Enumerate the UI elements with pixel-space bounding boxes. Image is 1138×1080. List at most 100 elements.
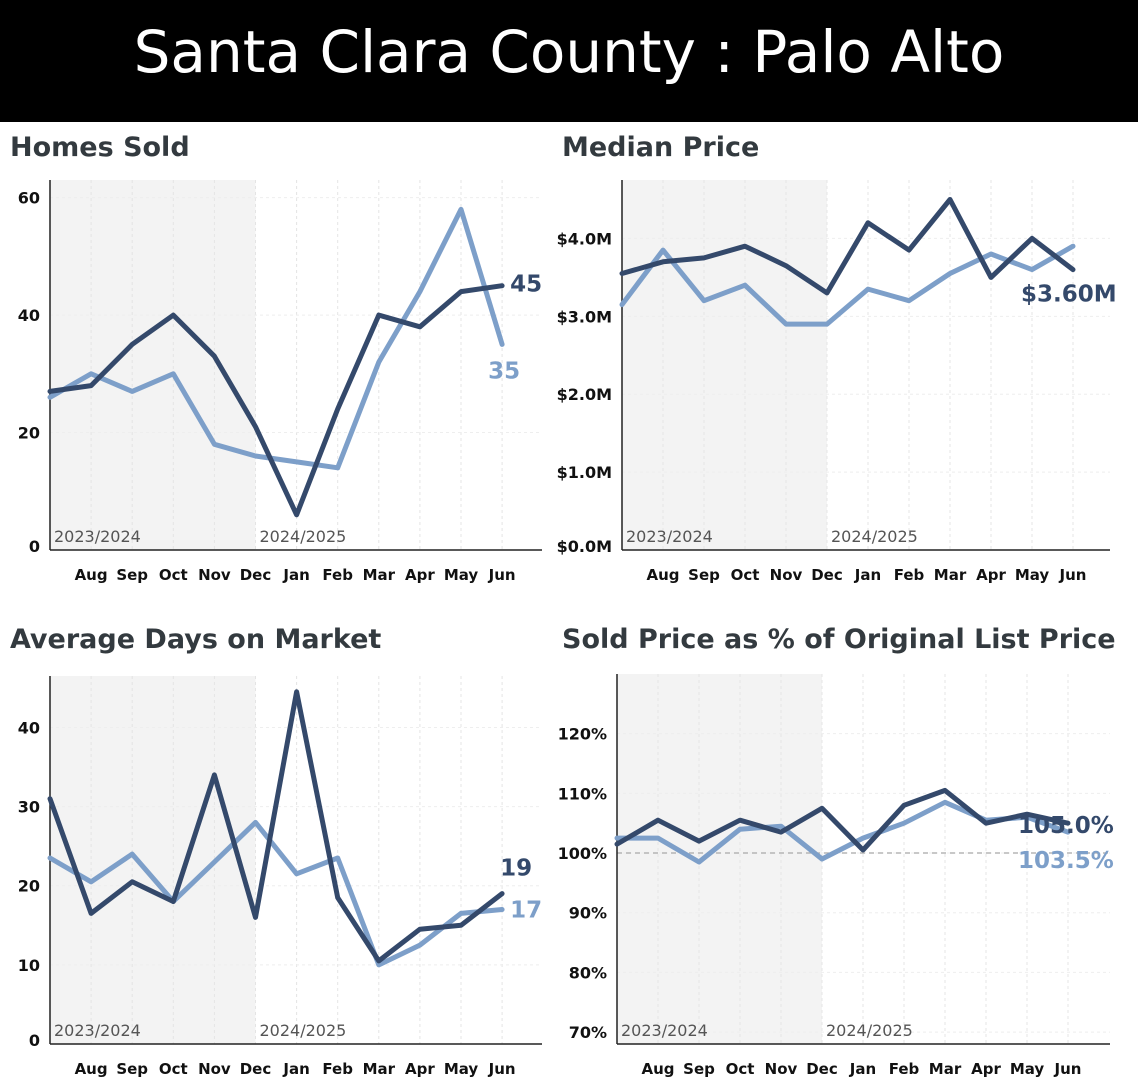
x-tick-label: Nov	[765, 1060, 798, 1078]
end-label-current: 19	[500, 856, 532, 882]
sold-vs-list-panel: Sold Price as % of Original List Price 7…	[558, 616, 1138, 1080]
x-tick-label: Aug	[646, 566, 679, 584]
shaded-region	[50, 180, 256, 550]
end-label-current: 105.0%	[1018, 813, 1114, 839]
y-tick-label: $0.0M	[557, 537, 612, 556]
era-label-previous: 2023/2024	[54, 1021, 141, 1040]
x-tick-label: Feb	[322, 1060, 353, 1078]
y-tick-label: $1.0M	[557, 463, 612, 482]
x-tick-label: Apr	[405, 566, 435, 584]
x-tick-label: Aug	[641, 1060, 674, 1078]
x-tick-label: Dec	[240, 1060, 272, 1078]
x-tick-label: May	[1015, 566, 1050, 584]
series-line-current	[619, 197, 1076, 296]
y-tick-label: 70%	[569, 1023, 607, 1042]
x-tick-label: Dec	[811, 566, 843, 584]
x-tick-label: Apr	[971, 1060, 1001, 1078]
chart-title-days-on-market: Average Days on Market	[10, 624, 382, 655]
y-tick-label: 90%	[569, 904, 607, 923]
y-tick-label: $3.0M	[557, 307, 612, 326]
era-label-current: 2024/2025	[831, 527, 918, 546]
end-label-previous: 103.5%	[1018, 848, 1114, 874]
homes-sold-panel: Homes Sold 0 20 40 60 2023/2024 2024/2025 Aug S…	[0, 122, 560, 592]
era-label-current: 2024/2025	[260, 527, 347, 546]
x-tick-label: Mar	[929, 1060, 962, 1078]
y-tick-label: 80%	[569, 963, 607, 982]
x-tick-label: May	[444, 1060, 479, 1078]
series-line-previous	[47, 206, 505, 471]
shaded-region	[50, 676, 256, 1044]
y-tick-label: $4.0M	[557, 229, 612, 248]
series-line-current	[614, 787, 1071, 853]
x-tick-label: Nov	[198, 566, 231, 584]
end-label-previous: 17	[510, 897, 542, 923]
median-price-panel: Median Price $0.0M $1.0M $2.0M $3.0M $4.0M 20…	[557, 122, 1138, 592]
y-tick-label: $2.0M	[557, 385, 612, 404]
x-tick-label: Jan	[282, 1060, 309, 1078]
x-tick-label: Aug	[75, 566, 108, 584]
sold-vs-list-chart: 70% 80% 90% 100% 110% 120% 2023/2024 2024/2025 A…	[558, 674, 1114, 1078]
chart-title-homes-sold: Homes Sold	[10, 132, 190, 163]
x-tick-label: Dec	[240, 566, 272, 584]
x-tick-label: Jun	[488, 566, 516, 584]
x-tick-label: Jan	[849, 1060, 876, 1078]
days-on-market-chart: 0 10 20 30 40 2023/2024 2024/2025 Aug Sep Oct Nov D…	[18, 676, 542, 1078]
x-tick-label: Dec	[806, 1060, 838, 1078]
x-tick-label: Aug	[75, 1060, 108, 1078]
series-line-current	[47, 283, 505, 518]
era-label-previous: 2023/2024	[621, 1021, 708, 1040]
x-tick-label: Nov	[770, 566, 803, 584]
chart-title-sold-vs-list: Sold Price as % of Original List Price	[562, 624, 1116, 655]
page-title: Santa Clara County : Palo Alto	[133, 18, 1005, 86]
x-tick-label: Oct	[159, 566, 188, 584]
y-tick-label: 40	[18, 718, 40, 737]
series-line-current	[47, 689, 505, 964]
x-tick-label: May	[444, 566, 479, 584]
x-tick-label: Feb	[889, 1060, 920, 1078]
x-tick-label: Jun	[1054, 1060, 1082, 1078]
x-tick-label: Jan	[282, 566, 309, 584]
median-price-chart: $0.0M $1.0M $2.0M $3.0M $4.0M 2023/2024 2024/2…	[557, 180, 1117, 584]
series-line-previous	[619, 243, 1076, 327]
y-tick-label: 40	[18, 306, 40, 325]
y-tick-label: 10	[18, 956, 40, 975]
homes-sold-chart: 0 20 40 60 2023/2024 2024/2025 Aug Sep Oct Nov Dec…	[18, 180, 542, 584]
days-on-market-panel: Average Days on Market 0 10 20 30 40 2023/202…	[0, 616, 560, 1080]
x-tick-label: Mar	[363, 566, 396, 584]
era-label-previous: 2023/2024	[626, 527, 713, 546]
title-bar: Santa Clara County : Palo Alto	[0, 0, 1138, 122]
x-tick-label: Mar	[934, 566, 967, 584]
x-tick-label: Apr	[405, 1060, 435, 1078]
era-label-current: 2024/2025	[826, 1021, 913, 1040]
era-label-previous: 2023/2024	[54, 527, 141, 546]
y-tick-label: 100%	[558, 844, 607, 863]
x-tick-label: Sep	[116, 1060, 148, 1078]
x-tick-label: Feb	[894, 566, 925, 584]
x-tick-label: Jun	[488, 1060, 516, 1078]
y-tick-label: 0	[29, 537, 40, 556]
y-tick-label: 120%	[558, 725, 607, 744]
y-tick-label: 0	[29, 1031, 40, 1050]
x-tick-label: May	[1010, 1060, 1045, 1078]
x-tick-label: Jan	[854, 566, 881, 584]
x-tick-label: Sep	[688, 566, 720, 584]
x-tick-label: Oct	[731, 566, 760, 584]
x-tick-label: Jun	[1059, 566, 1087, 584]
x-tick-label: Oct	[159, 1060, 188, 1078]
y-tick-label: 30	[18, 798, 40, 817]
series-line-previous	[47, 819, 505, 968]
x-tick-label: Mar	[363, 1060, 396, 1078]
x-tick-label: Apr	[976, 566, 1006, 584]
end-label-current: $3.60M	[1021, 282, 1117, 308]
shaded-region	[622, 180, 827, 550]
x-tick-label: Oct	[726, 1060, 755, 1078]
x-tick-label: Feb	[322, 566, 353, 584]
chart-title-median-price: Median Price	[562, 132, 760, 163]
end-label-previous: 35	[488, 358, 520, 384]
y-tick-label: 110%	[558, 784, 607, 803]
shaded-region	[617, 674, 822, 1044]
x-tick-label: Sep	[116, 566, 148, 584]
end-label-current: 45	[510, 272, 542, 298]
era-label-current: 2024/2025	[260, 1021, 347, 1040]
x-tick-label: Nov	[198, 1060, 231, 1078]
